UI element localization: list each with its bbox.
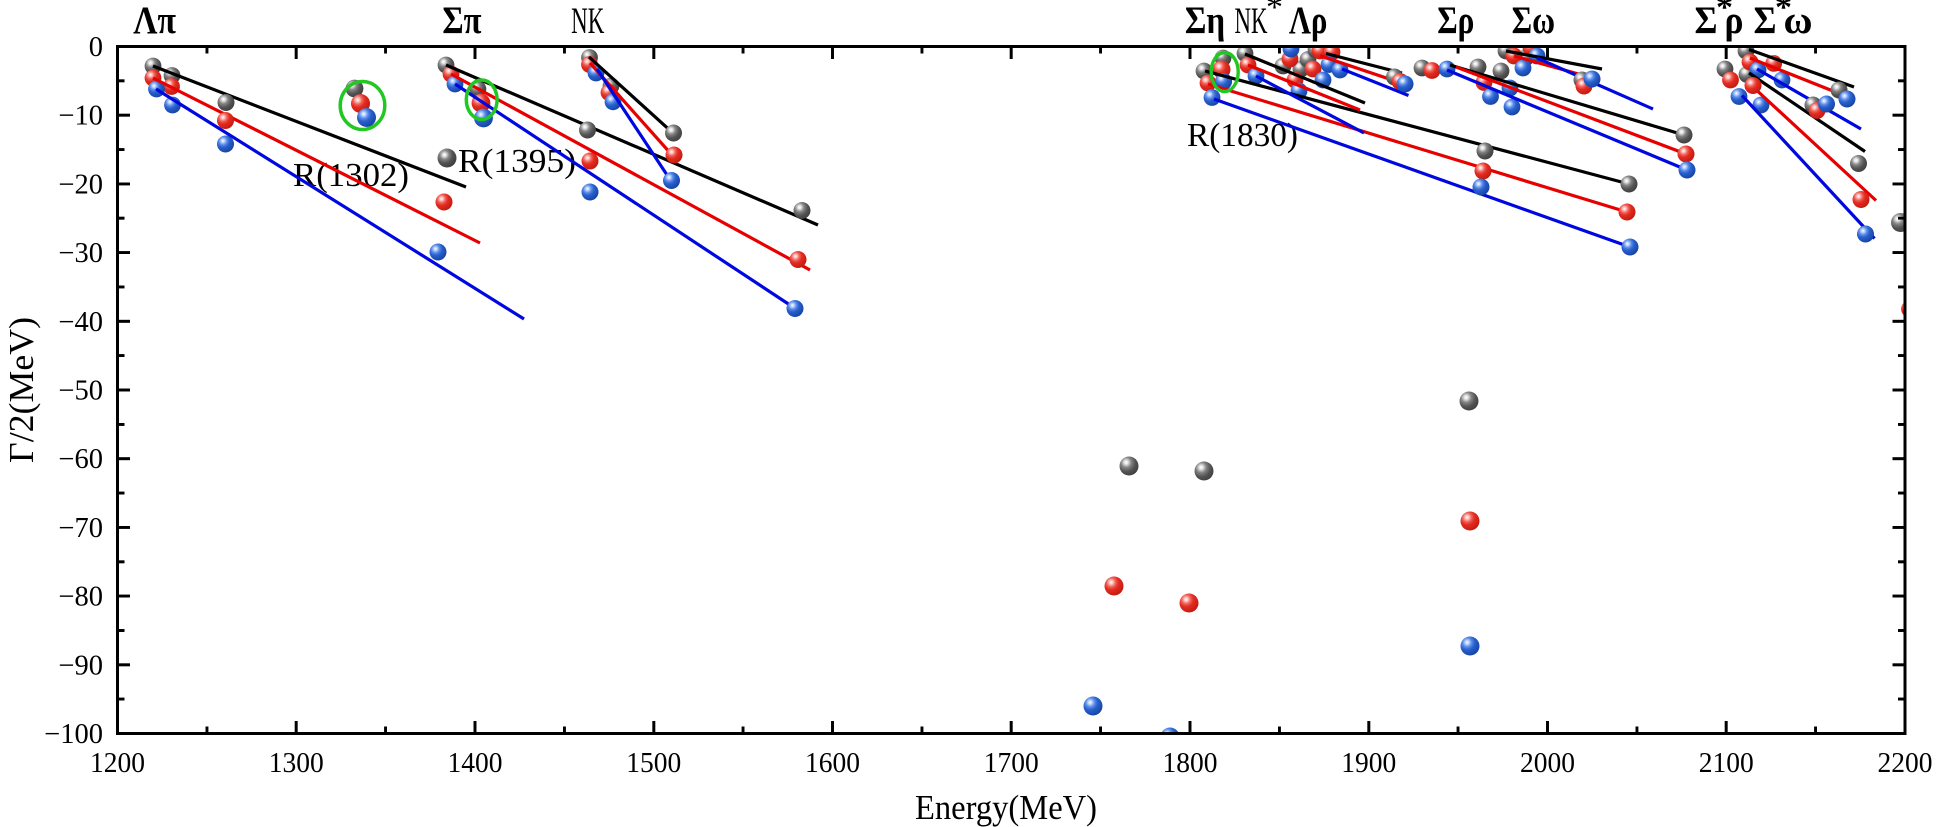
svg-text:R(1302): R(1302) (293, 157, 409, 194)
svg-text:2200: 2200 (1878, 748, 1933, 779)
svg-text:2000: 2000 (1520, 748, 1575, 779)
svg-text:1500: 1500 (626, 748, 681, 779)
svg-text:1400: 1400 (448, 748, 503, 779)
svg-text:Σρ: Σρ (1437, 0, 1474, 42)
svg-text:−20: −20 (58, 169, 103, 200)
svg-text:1700: 1700 (984, 748, 1039, 779)
svg-text:−100: −100 (44, 719, 103, 750)
svg-text:Σ: Σ (1754, 0, 1777, 42)
svg-text:NK: NK (571, 1, 604, 42)
svg-text:1800: 1800 (1163, 748, 1218, 779)
svg-text:1600: 1600 (805, 748, 860, 779)
svg-text:−10: −10 (58, 101, 103, 132)
svg-text:−90: −90 (58, 650, 103, 681)
svg-text:*: * (1775, 0, 1792, 26)
svg-text:1200: 1200 (90, 748, 145, 779)
svg-text:1900: 1900 (1341, 748, 1396, 779)
svg-text:Σπ: Σπ (442, 0, 481, 42)
svg-text:*: * (1266, 0, 1283, 26)
svg-text:Energy(MeV): Energy(MeV) (915, 788, 1097, 827)
svg-text:−40: −40 (58, 307, 103, 338)
svg-text:Λπ: Λπ (133, 0, 176, 42)
svg-text:−30: −30 (58, 238, 103, 269)
svg-text:ρ: ρ (1725, 0, 1744, 42)
svg-text:−70: −70 (58, 513, 103, 544)
svg-text:−50: −50 (58, 376, 103, 407)
svg-text:Σω: Σω (1512, 0, 1555, 42)
svg-text:ω: ω (1784, 0, 1813, 42)
svg-text:Λρ: Λρ (1289, 0, 1327, 42)
svg-text:Σ: Σ (1695, 0, 1718, 42)
svg-text:Ση: Ση (1185, 0, 1225, 42)
svg-text:0: 0 (89, 32, 103, 63)
svg-text:1300: 1300 (269, 748, 324, 779)
svg-text:2100: 2100 (1699, 748, 1754, 779)
svg-text:Γ/2(MeV): Γ/2(MeV) (2, 317, 41, 463)
svg-text:−80: −80 (58, 582, 103, 613)
svg-text:NK: NK (1235, 1, 1268, 42)
svg-text:R(1395): R(1395) (458, 143, 576, 180)
svg-text:*: * (1716, 0, 1733, 26)
svg-text:−60: −60 (58, 444, 103, 475)
